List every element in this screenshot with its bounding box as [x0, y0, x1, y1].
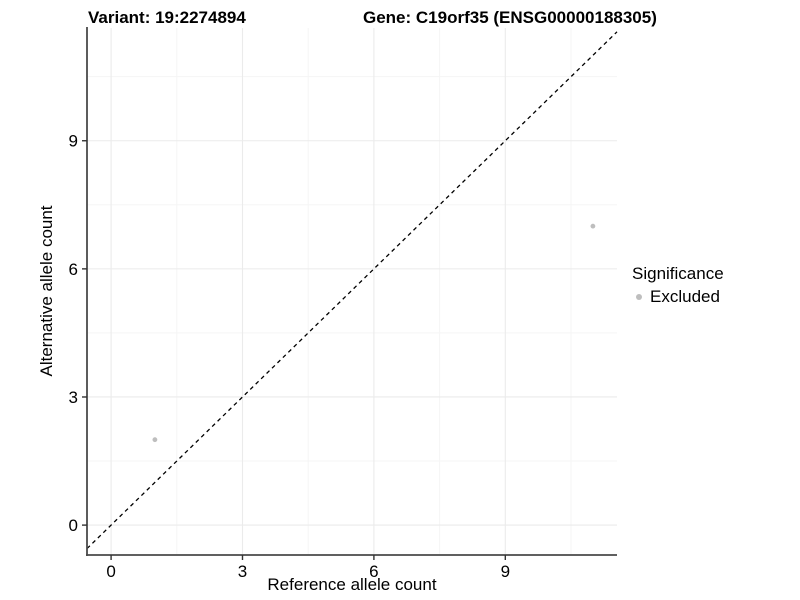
grid-layer: [87, 28, 617, 555]
y-tick-label: 9: [69, 132, 78, 151]
data-point: [152, 437, 158, 443]
data-point: [590, 223, 596, 229]
legend-key-dot-icon: [636, 294, 642, 300]
x-tick-label: 3: [238, 562, 247, 581]
y-tick-label: 6: [69, 260, 78, 279]
legend-title: Significance: [632, 264, 724, 283]
x-tick-label: 6: [369, 562, 378, 581]
legend: Significance Excluded: [632, 264, 724, 307]
data-point-layer: [152, 223, 596, 443]
y-axis-title: Alternative allele count: [37, 205, 56, 376]
x-tick-label: 0: [106, 562, 115, 581]
plot-title-gene: Gene: C19orf35 (ENSG00000188305): [363, 8, 657, 27]
legend-item-excluded: Excluded: [632, 287, 724, 307]
y-tick-label: 0: [69, 516, 78, 535]
axis-layer: 0 3 6 9 0 3 6 9: [69, 27, 617, 581]
plot-title-variant: Variant: 19:2274894: [88, 8, 246, 27]
x-axis-title: Reference allele count: [267, 575, 436, 594]
reference-line-layer: [86, 31, 618, 550]
identity-line: [86, 31, 618, 550]
y-tick-label: 3: [69, 388, 78, 407]
legend-item-label: Excluded: [650, 287, 720, 306]
x-tick-label: 9: [501, 562, 510, 581]
